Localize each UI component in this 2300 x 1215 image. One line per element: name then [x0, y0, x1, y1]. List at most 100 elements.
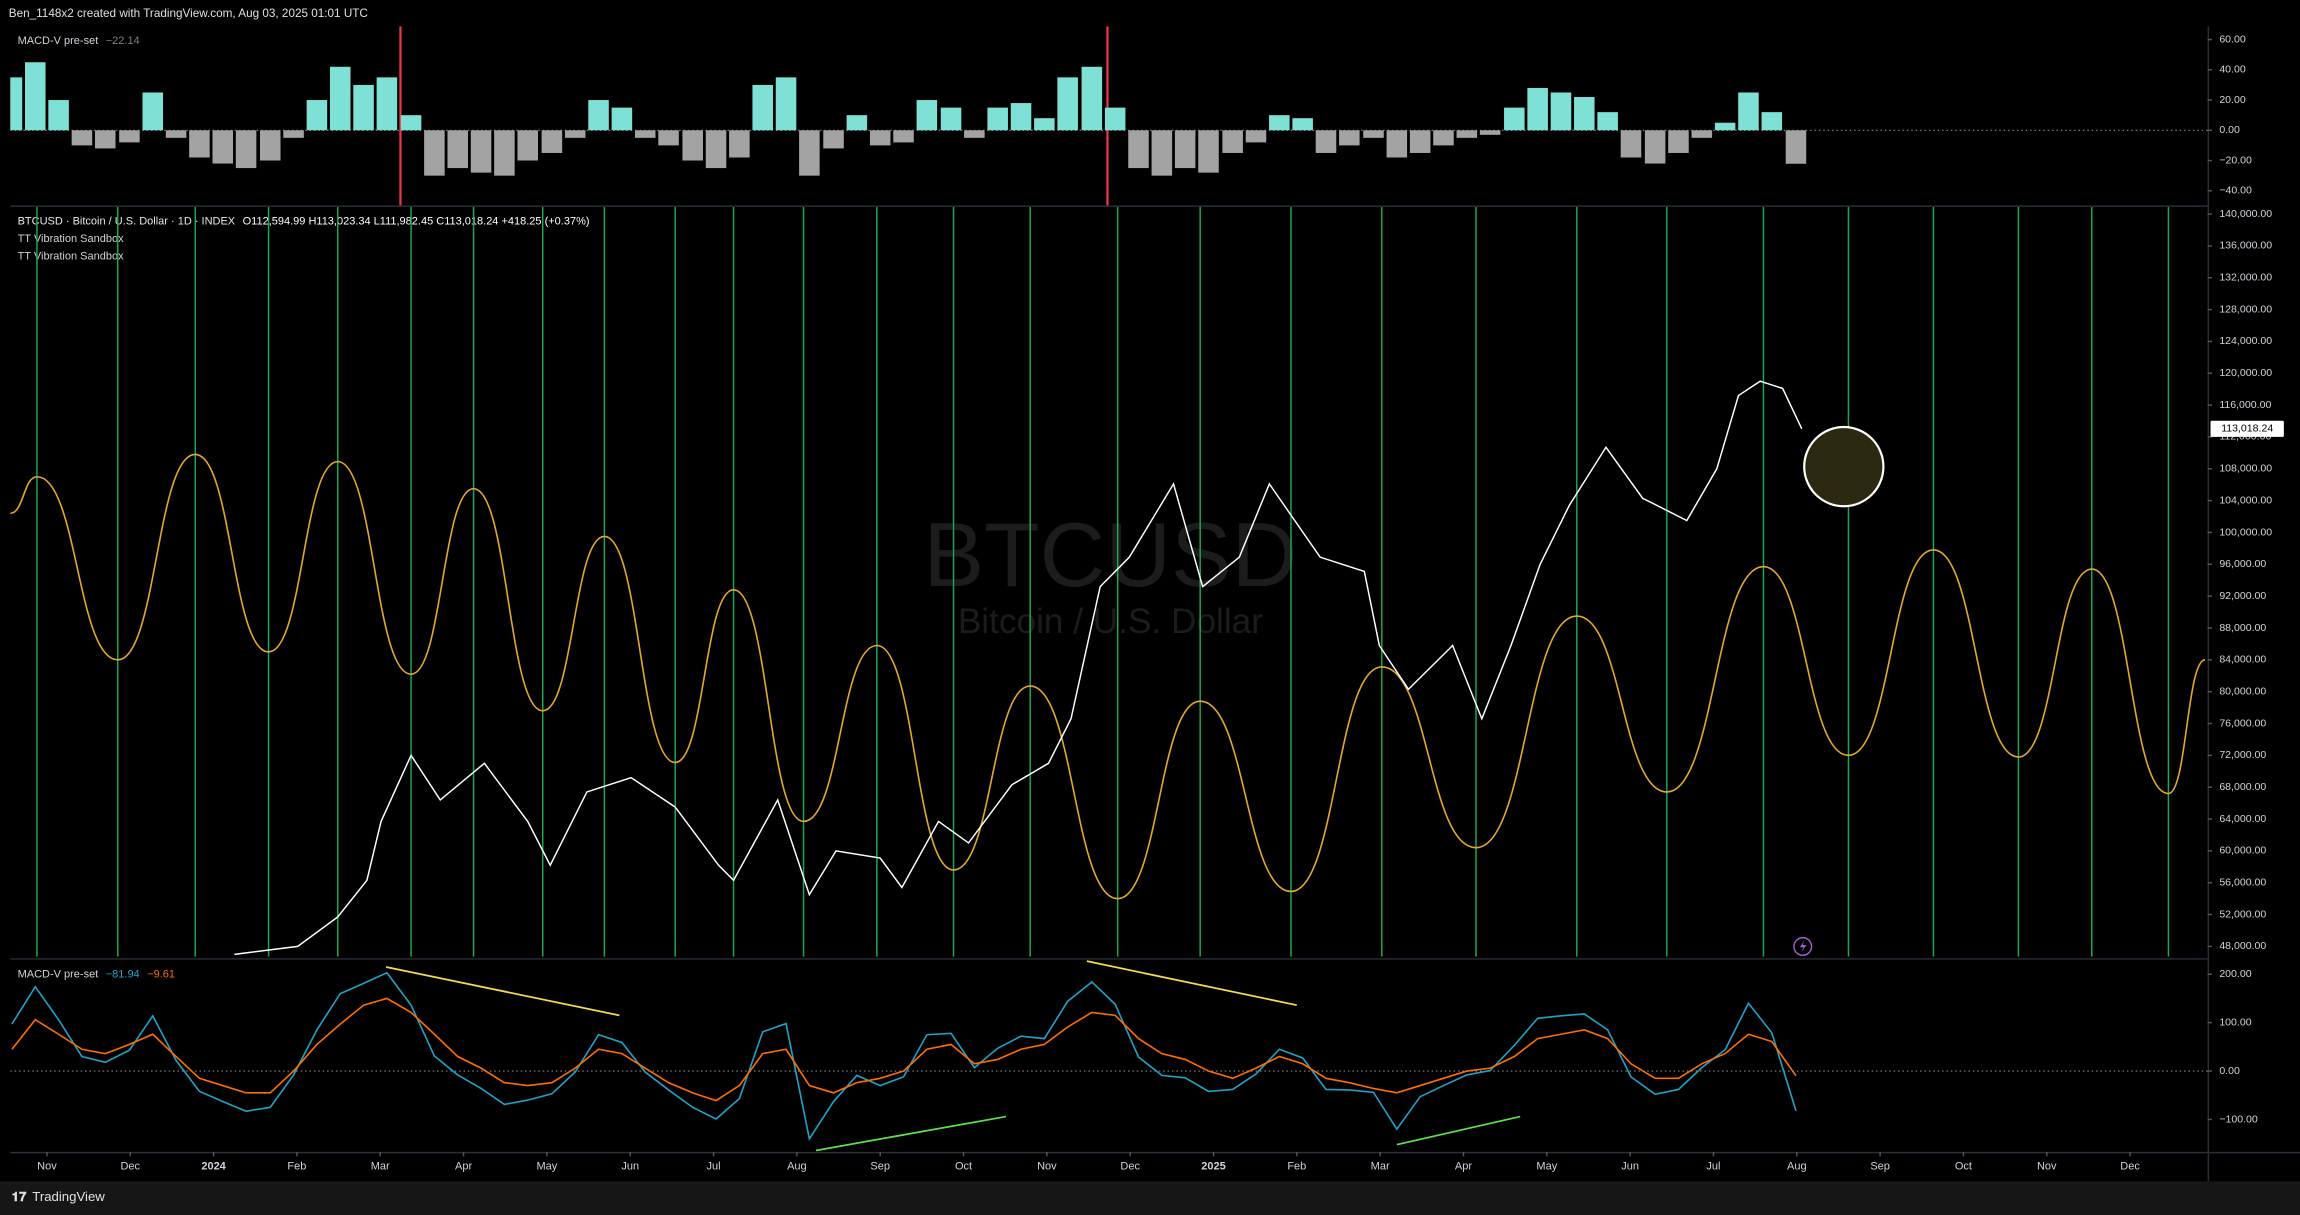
histogram-bar: [259, 130, 281, 161]
histogram-bar: [611, 107, 633, 131]
histogram-bar: [940, 107, 962, 131]
y-tick-label: 108,000.00: [2219, 463, 2272, 475]
histogram-bar: [1222, 130, 1243, 153]
histogram-bar: [1151, 130, 1173, 176]
histogram-bar: [1104, 107, 1126, 131]
histogram-bar: [376, 77, 398, 131]
histogram-bar: [470, 130, 492, 173]
histogram-bar: [1714, 122, 1736, 131]
x-tick-label: Mar: [1371, 1160, 1390, 1172]
histogram-bar: [189, 130, 210, 158]
histogram-bar: [1198, 130, 1219, 173]
histogram-bar: [705, 130, 727, 169]
price-label: 113,018.24: [2221, 423, 2273, 435]
overlay: [1793, 425, 1885, 957]
x-tick-label: Nov: [37, 1160, 57, 1172]
histogram-bar: [916, 100, 938, 131]
histogram-bar: [1128, 130, 1149, 169]
x-tick-label: May: [1536, 1160, 1557, 1172]
x-tick-label: Oct: [955, 1160, 972, 1172]
alert-icon[interactable]: [1793, 936, 1813, 957]
histogram-bar: [283, 130, 304, 138]
y-tick-label: 88,000.00: [2219, 622, 2266, 634]
histogram-bar: [1315, 130, 1337, 153]
histogram-bar: [1668, 130, 1689, 153]
histogram-bar: [987, 107, 1008, 131]
series-line: [11, 997, 1797, 1102]
histogram-bar: [1785, 130, 1807, 164]
x-tick-label: Oct: [1955, 1160, 1972, 1172]
y-tick-label: 116,000.00: [2219, 399, 2271, 411]
y-tick-label: 100.00: [2219, 1016, 2251, 1028]
y-tick-label: 56,000.00: [2219, 877, 2266, 889]
x-tick-label: Feb: [1287, 1160, 1306, 1172]
x-tick-label: Dec: [1120, 1160, 1140, 1172]
y-tick-label: 68,000.00: [2219, 781, 2266, 793]
series-legend: TT Vibration Sandbox: [18, 233, 124, 245]
y-tick-label: 136,000.00: [2219, 240, 2272, 252]
footer-bar: [0, 1181, 2300, 1215]
x-tick-label: Jul: [1706, 1160, 1720, 1172]
y-tick-label: −20.00: [2219, 154, 2252, 166]
histogram-bar: [424, 130, 445, 176]
indicator-value: −81.94: [106, 968, 140, 980]
indicator-value: −22.14: [106, 35, 140, 47]
histogram-bar: [165, 130, 187, 138]
x-tick-label: Dec: [2120, 1160, 2140, 1172]
histogram-bar: [142, 92, 164, 131]
histogram-bar: [775, 77, 797, 131]
histogram-bar: [400, 115, 422, 131]
y-tick-label: 48,000.00: [2219, 940, 2266, 952]
alert-bolt: [1799, 940, 1807, 953]
highlight-circle: [1803, 425, 1885, 508]
histogram-bar: [1409, 130, 1431, 153]
x-tick-label: 2024: [201, 1160, 226, 1172]
pane-legend: MACD-V pre-set −22.14: [18, 35, 140, 47]
indicator-value: −9.61: [147, 968, 175, 980]
histogram-bar: [1691, 130, 1713, 138]
histogram-bar: [658, 130, 679, 146]
price-label-box: [2210, 420, 2284, 437]
histogram-bar: [119, 130, 140, 143]
symbol-legend: BTCUSD · Bitcoin / U.S. Dollar · 1D · IN…: [18, 215, 590, 227]
histogram-bar: [1479, 130, 1501, 135]
y-tick-label: 104,000.00: [2219, 494, 2272, 506]
y-tick-label: 76,000.00: [2219, 717, 2266, 729]
y-tick-label: 140,000.00: [2219, 208, 2272, 220]
histogram-bar: [353, 84, 374, 131]
histogram-bar: [1174, 130, 1196, 169]
histogram-bar: [24, 62, 46, 131]
y-tick-label: −100.00: [2219, 1113, 2258, 1125]
x-tick-label: Sep: [870, 1160, 890, 1172]
histogram-bar: [1550, 92, 1572, 131]
ohlc: O112,594.99 H113,023.34 L111,982.45 C113…: [243, 215, 590, 227]
trendline: [385, 966, 620, 1017]
histogram-bar: [212, 130, 234, 164]
y-tick-label: 60,000.00: [2219, 845, 2266, 857]
y-tick-label: 132,000.00: [2219, 272, 2272, 284]
y-tick-label: 128,000.00: [2219, 303, 2272, 315]
histogram-bar: [1433, 130, 1454, 146]
footer-text: TradingView: [32, 1189, 105, 1204]
histogram-bar: [893, 130, 914, 143]
histogram-bar: [823, 130, 844, 149]
footer-logo: 𝟏𝟕 TradingView: [12, 1189, 106, 1204]
histogram-bar: [869, 130, 891, 146]
histogram-bar: [1386, 130, 1408, 158]
pane: [10, 971, 2208, 1141]
histogram-bar: [1010, 103, 1032, 131]
histogram-bar: [48, 100, 69, 131]
histogram-bar: [541, 130, 563, 153]
series-legend: TT Vibration Sandbox: [18, 251, 124, 263]
y-tick-label: 200.00: [2219, 968, 2251, 980]
y-tick-label: 64,000.00: [2219, 813, 2266, 825]
y-tick-label: 20.00: [2219, 94, 2246, 106]
x-tick-label: Apr: [1455, 1160, 1472, 1172]
histogram-bar: [235, 130, 257, 169]
histogram-bar: [1527, 87, 1548, 131]
histogram-bar: [1057, 77, 1078, 131]
histogram-bar: [447, 130, 468, 169]
y-tick-label: 124,000.00: [2219, 335, 2272, 347]
